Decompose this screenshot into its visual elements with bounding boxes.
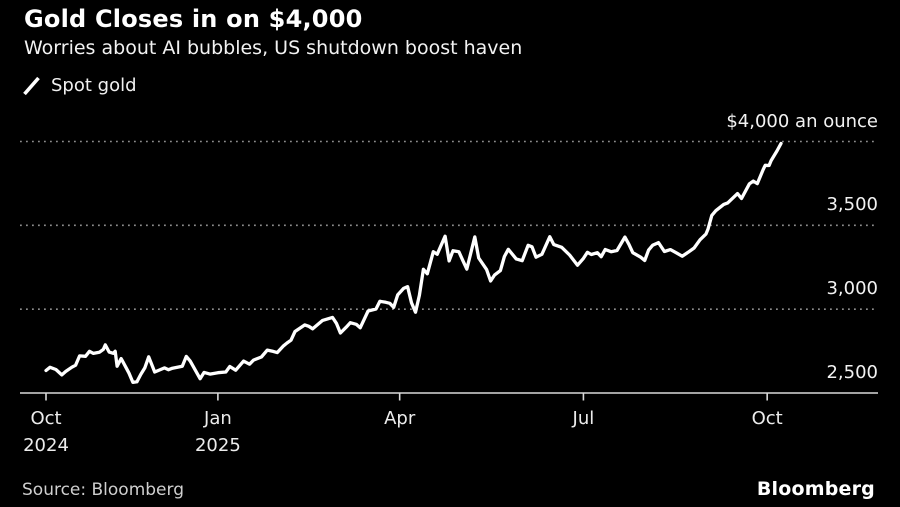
page-title: Gold Closes in on $4,000	[24, 5, 363, 33]
source-note: Source: Bloomberg	[22, 480, 184, 500]
legend: Spot gold	[23, 75, 137, 96]
series-line-spot-gold	[44, 141, 783, 385]
chart-subtitle: Worries about AI bubbles, US shutdown bo…	[24, 37, 523, 59]
bloomberg-logo: Bloomberg	[756, 478, 875, 500]
legend-label: Spot gold	[51, 75, 137, 96]
line-swatch-icon	[23, 76, 40, 95]
